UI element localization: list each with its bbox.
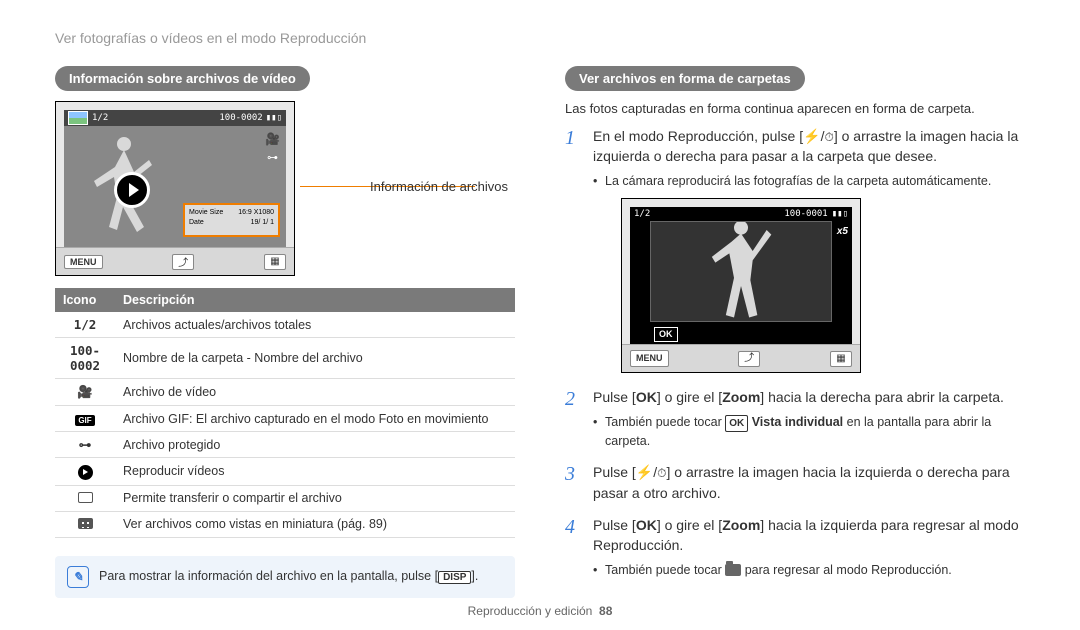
table-row: 🎥Archivo de vídeo (55, 379, 515, 406)
step-2-sub: También puede tocar OK Vista individual … (593, 413, 1025, 451)
file-number: 100-0002 (219, 113, 262, 123)
battery-icon: ▮▮▯ (266, 113, 282, 123)
gif-icon: GIF (75, 415, 94, 426)
grid-icon (78, 518, 93, 529)
share-icon (78, 492, 93, 503)
timer-icon: ⏱ (657, 466, 666, 480)
timer-icon: ⏱ (824, 130, 833, 144)
step-2: Pulse [OK] o gire el [Zoom] hacia la der… (565, 387, 1025, 450)
step-1: En el modo Reproducción, pulse [⚡/⏱] o a… (565, 126, 1025, 373)
step-3: Pulse [⚡/⏱] o arrastre la imagen hacia l… (565, 462, 1025, 503)
camera-icon: 🎥 (77, 384, 93, 399)
ok-glyph: OK (636, 517, 657, 533)
page-footer: Reproducción y edición 88 (0, 604, 1080, 618)
ok-button[interactable]: OK (654, 327, 678, 342)
flash-icon: ⚡ (803, 128, 820, 144)
note-icon: ✎ (67, 566, 89, 588)
video-preview-screen: 1/2 100-0002 ▮▮▯ 🎥 ⊶ Movie Size16:9 X1 (55, 101, 295, 276)
folder-counter: 1/2 (634, 208, 650, 221)
play-icon (78, 465, 93, 480)
callout-line: Información de archivos (315, 186, 475, 187)
step-4-sub: También puede tocar para regresar al mod… (593, 561, 1025, 580)
steps-list: En el modo Reproducción, pulse [⚡/⏱] o a… (565, 126, 1025, 580)
table-row: Ver archivos como vistas en miniatura (p… (55, 511, 515, 537)
step-1-sub: La cámara reproducirá las fotografías de… (593, 172, 1025, 191)
folder-fileno: 100-0001 (784, 208, 827, 221)
key-icon: ⊶ (79, 437, 92, 452)
right-column: Ver archivos en forma de carpetas Las fo… (565, 66, 1025, 598)
table-row: Reproducir vídeos (55, 458, 515, 486)
movie-camera-icon: 🎥 (265, 132, 280, 146)
folder-preview-screen: 1/2 100-0001 ▮▮▯ x5 OK (621, 198, 861, 373)
ok-glyph: OK (636, 389, 657, 405)
file-info-box: Movie Size16:9 X1080 Date19/ 1/ 1 (183, 203, 280, 237)
section-heading-video-info: Información sobre archivos de vídeo (55, 66, 310, 91)
pointing-silhouette (706, 221, 776, 321)
table-row: Permite transferir o compartir el archiv… (55, 485, 515, 511)
burst-count: x5 (837, 225, 848, 240)
table-header-icon: Icono (55, 288, 115, 312)
share-button[interactable]: ⤴ (738, 351, 760, 367)
file-counter: 1/2 (92, 113, 108, 123)
table-header-desc: Descripción (115, 288, 515, 312)
step-4: Pulse [OK] o gire el [Zoom] hacia la izq… (565, 515, 1025, 579)
callout-label: Información de archivos (370, 179, 508, 194)
battery-icon: ▮▮▯ (832, 208, 848, 221)
thumbnail-view-button[interactable]: ▦ (264, 254, 286, 270)
table-row: GIFArchivo GIF: El archivo capturado en … (55, 406, 515, 432)
menu-button[interactable]: MENU (64, 255, 103, 269)
play-button-icon[interactable] (114, 172, 150, 208)
menu-button[interactable]: MENU (630, 350, 669, 367)
table-row: 1/2Archivos actuales/archivos totales (55, 312, 515, 338)
left-column: Información sobre archivos de vídeo 1/2 … (55, 66, 515, 598)
folder-icon (725, 564, 741, 576)
ok-inline-badge: OK (725, 415, 748, 432)
thumbnail-view-button[interactable]: ▦ (830, 351, 852, 367)
breadcrumb: Ver fotografías o vídeos en el modo Repr… (55, 30, 1025, 46)
table-row: ⊶Archivo protegido (55, 432, 515, 458)
share-button[interactable]: ⤴ (172, 254, 194, 270)
flash-icon: ⚡ (636, 464, 653, 480)
table-row: 100-0002Nombre de la carpeta - Nombre de… (55, 338, 515, 379)
note-box: ✎ Para mostrar la información del archiv… (55, 556, 515, 598)
lock-icon: ⊶ (267, 151, 278, 164)
intro-text: Las fotos capturadas en forma continua a… (565, 101, 1025, 116)
icon-description-table: Icono Descripción 1/2Archivos actuales/a… (55, 288, 515, 538)
section-heading-folders: Ver archivos en forma de carpetas (565, 66, 805, 91)
disp-button-label: DISP (438, 571, 471, 584)
thumbnail-icon (68, 111, 88, 125)
